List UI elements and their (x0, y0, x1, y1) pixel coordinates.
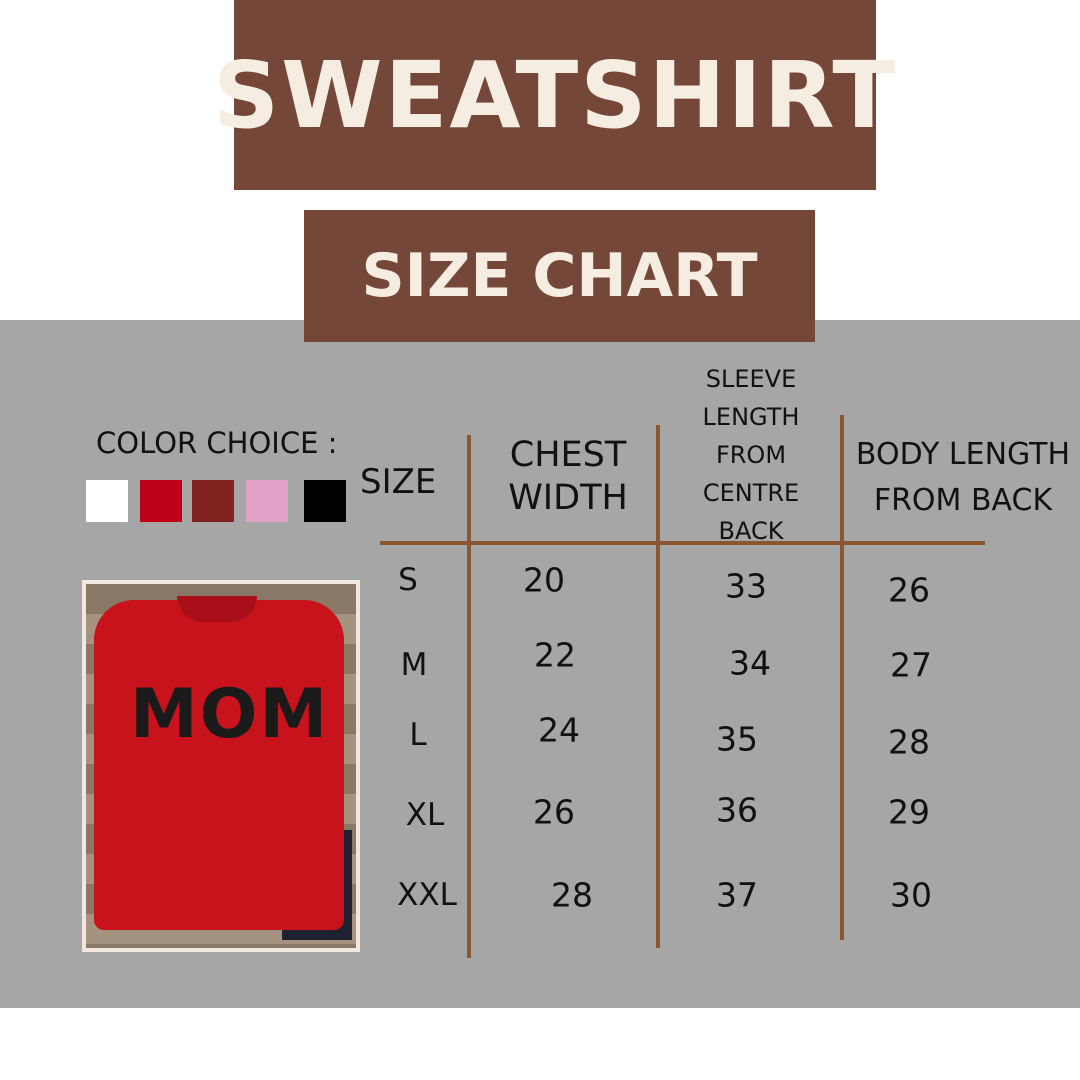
header-size: SIZE (360, 462, 437, 502)
header-chest-line: CHEST (509, 435, 627, 475)
shirt-collar (177, 596, 257, 622)
cell-body: 26 (888, 570, 930, 610)
header-chest-line: WIDTH (508, 478, 628, 518)
header-body-line: BODY LENGTH (855, 437, 1071, 472)
cell-size: XXL (397, 877, 457, 913)
subtitle-banner: SIZE CHART (304, 210, 815, 342)
product-photo: MOM (82, 580, 360, 952)
cell-body: 28 (888, 722, 930, 762)
column-divider (467, 435, 471, 958)
color-swatch (140, 480, 182, 522)
header-body: BODY LENGTH FROM BACK (846, 432, 1080, 524)
color-swatch (192, 480, 234, 522)
cell-body: 29 (888, 792, 930, 832)
header-sleeve-line: SLEEVE (705, 365, 797, 393)
column-divider (840, 415, 844, 940)
color-swatch (304, 480, 346, 522)
cell-sleeve: 33 (725, 566, 767, 606)
cell-sleeve: 35 (716, 719, 758, 759)
sweatshirt (94, 600, 344, 930)
cell-sleeve: 37 (716, 875, 758, 915)
cell-chest: 22 (534, 635, 576, 675)
subtitle: SIZE CHART (361, 241, 758, 311)
header-chest: CHEST WIDTH (490, 434, 646, 520)
column-divider (656, 425, 660, 948)
cell-chest: 20 (523, 560, 565, 600)
cell-size: S (398, 562, 418, 598)
header-sleeve-line: CENTRE (702, 479, 800, 507)
color-swatch (246, 480, 288, 522)
cell-size: L (409, 717, 427, 753)
cell-body: 30 (890, 875, 932, 915)
header-body-line: FROM BACK (873, 483, 1053, 518)
cell-size: XL (405, 797, 445, 833)
cell-size: M (400, 647, 428, 683)
header-sleeve-line: BACK (718, 517, 784, 545)
title: SWEATSHIRT (212, 41, 898, 149)
title-banner: SWEATSHIRT (213, 0, 895, 190)
header-sleeve-line: LENGTH (702, 403, 800, 431)
header-divider (380, 541, 985, 545)
color-choice-label: COLOR CHOICE : (96, 426, 338, 460)
cell-body: 27 (890, 645, 932, 685)
header-sleeve: SLEEVE LENGTH FROM CENTRE BACK (680, 360, 822, 550)
cell-chest: 26 (533, 792, 575, 832)
header-sleeve-line: FROM (715, 441, 787, 469)
color-swatch (86, 480, 128, 522)
cell-chest: 28 (551, 875, 593, 915)
cell-sleeve: 34 (729, 643, 771, 683)
mom-print: MOM (130, 675, 330, 754)
cell-chest: 24 (538, 710, 580, 750)
cell-sleeve: 36 (716, 790, 758, 830)
